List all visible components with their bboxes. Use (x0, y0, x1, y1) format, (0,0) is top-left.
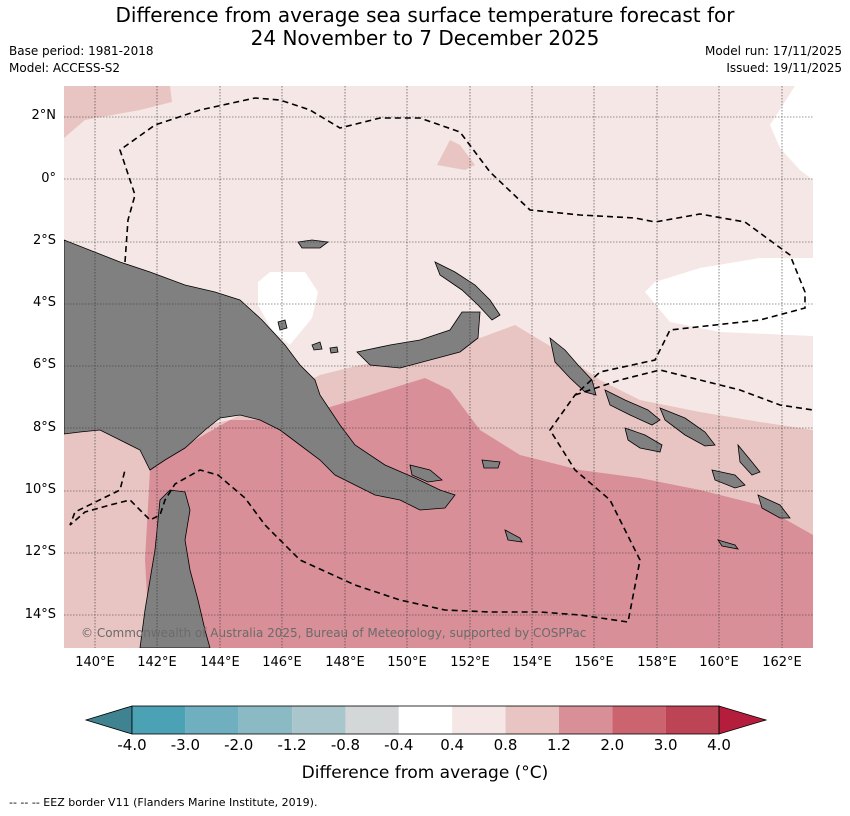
lon-label: 154°E (512, 655, 552, 670)
lon-label: 146°E (262, 655, 302, 670)
lon-label: 142°E (137, 655, 177, 670)
land-new-guinea (64, 239, 456, 511)
lat-label: 8°S (32, 420, 56, 435)
land (64, 239, 791, 648)
colorbar-segment (238, 706, 293, 734)
colorbar-segment (665, 706, 719, 734)
colorbar-tick-label: 1.2 (546, 736, 571, 754)
lon-label: 156°E (574, 655, 614, 670)
colorbar-extend-high (718, 705, 768, 735)
colorbar-segment (612, 706, 666, 734)
land-woodlark (481, 459, 501, 469)
lon-label: 140°E (75, 655, 115, 670)
lat-label: 12°S (24, 544, 56, 559)
land-louisiade (504, 529, 523, 543)
lat-label: 6°S (32, 357, 56, 372)
colorbar-extend-low (84, 705, 133, 735)
colorbar-tick-label: 4.0 (707, 736, 731, 754)
eez-borders (69, 97, 813, 623)
issued-date: Issued: 19/11/2025 (726, 61, 842, 75)
anomaly-field-08-topleft (64, 86, 172, 138)
anomaly-field-08-small (437, 140, 475, 170)
colorbar-outline (131, 705, 720, 735)
lat-label: 10°S (24, 482, 56, 497)
land-karkar (277, 319, 288, 331)
land-solomon-1 (604, 389, 661, 426)
lon-label: 158°E (637, 655, 677, 670)
colorbar-tick-label: -4.0 (117, 736, 147, 754)
colorbar-segment (558, 706, 613, 734)
title-line-2: 24 November to 7 December 2025 (250, 26, 600, 50)
lat-label: 2°S (32, 233, 56, 248)
colorbar-title: Difference from average (°C) (301, 763, 549, 783)
lon-label: 152°E (450, 655, 490, 670)
colorbar-tick-label: -3.0 (170, 736, 200, 754)
land-australia (139, 489, 211, 648)
sst-map (64, 86, 813, 648)
neutral-patch-png (258, 272, 318, 345)
land-umboi (329, 346, 339, 354)
meta-right: Model run: 17/11/2025 Issued: 19/11/2025 (705, 43, 842, 77)
colorbar-tick-label: -0.8 (330, 736, 361, 754)
map-title: Difference from average sea surface temp… (0, 4, 850, 50)
lat-label: 2°N (31, 108, 57, 123)
copyright-notice: © Commonwealth of Australia 2025, Bureau… (81, 626, 587, 640)
model-name: Model: ACCESS-S2 (9, 61, 121, 75)
land-new-ireland (434, 261, 501, 321)
colorbar-segment (292, 706, 346, 734)
colorbar-segment (452, 706, 506, 734)
colorbar-segment (398, 706, 453, 734)
lon-label: 148°E (325, 655, 365, 670)
lat-label: 4°S (32, 295, 56, 310)
colorbar-tick-label: -0.4 (384, 736, 414, 754)
lat-label: 0° (41, 171, 56, 186)
neutral-patch-right (645, 258, 813, 336)
colorbar-segment (132, 706, 186, 734)
land-long-island (311, 341, 323, 351)
land-solomon-4 (737, 443, 761, 476)
gridlines (64, 86, 813, 648)
eez-footnote: -- -- -- EEZ border V11 (Flanders Marine… (9, 796, 318, 809)
colorbar-tick-label: -1.2 (277, 736, 307, 754)
neutral-patch-top-right (770, 86, 813, 180)
colorbar-segment (185, 706, 239, 734)
land-dentrecasteaux (409, 464, 443, 483)
land-new-britain (356, 311, 481, 369)
lon-label: 150°E (387, 655, 427, 670)
meta-left: Base period: 1981-2018 Model: ACCESS-S2 (9, 43, 154, 77)
model-run: Model run: 17/11/2025 (704, 44, 842, 58)
land-bougainville (549, 336, 597, 396)
colorbar-segment (345, 706, 399, 734)
land-solomon-5 (711, 469, 746, 489)
lon-label: 144°E (200, 655, 240, 670)
land-rennell (717, 539, 739, 550)
land-solomon-2 (659, 407, 716, 447)
colorbar-tick-label: 0.4 (440, 736, 465, 754)
lon-label: 162°E (762, 655, 802, 670)
land-solomon-3 (624, 427, 663, 453)
base-period: Base period: 1981-2018 (9, 44, 154, 58)
eez-solomon (574, 369, 813, 411)
lon-label: 160°E (699, 655, 739, 670)
colorbar-tick-label: 3.0 (653, 736, 678, 754)
colorbar-tick-label: 0.8 (493, 736, 518, 754)
title-line-1: Difference from average sea surface temp… (115, 3, 735, 27)
colorbar-tick-label: 2.0 (600, 736, 625, 754)
colorbar-segment (505, 706, 559, 734)
colorbar-tick-label: -2.0 (224, 736, 254, 754)
colorbar-segments (84, 705, 768, 735)
lat-label: 14°S (24, 607, 56, 622)
